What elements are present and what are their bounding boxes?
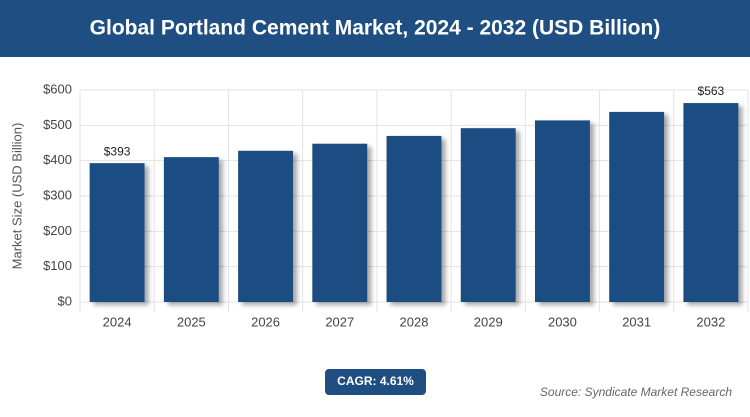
bar: [386, 135, 442, 302]
header-band: [0, 0, 750, 57]
x-tick-label: 2027: [325, 314, 354, 329]
x-tick-label: 2028: [400, 314, 429, 329]
bar: [163, 157, 219, 302]
y-tick-label: $100: [43, 258, 72, 273]
bar: [683, 103, 739, 302]
x-tick-label: 2032: [696, 314, 725, 329]
x-tick-label: 2026: [251, 314, 280, 329]
bar: [534, 120, 590, 303]
cagr-badge: [325, 369, 426, 395]
cagr-label: CAGR: 4.61%: [337, 374, 414, 388]
x-tick-label: 2031: [622, 314, 651, 329]
y-tick-label: $200: [43, 223, 72, 238]
x-tick-label: 2030: [548, 314, 577, 329]
x-tick-label: 2029: [474, 314, 503, 329]
y-tick-label: $0: [58, 293, 72, 308]
y-tick-label: $400: [43, 152, 72, 167]
source-note: Source: Syndicate Market Research: [540, 385, 732, 399]
x-tick-label: 2025: [177, 314, 206, 329]
y-tick-label: $300: [43, 187, 72, 202]
bar: [609, 111, 665, 302]
value-label: $393: [104, 144, 131, 158]
y-tick-label: $600: [43, 81, 72, 96]
bar: [89, 163, 145, 302]
y-axis-label: Market Size (USD Billion): [9, 123, 24, 270]
bar: [312, 143, 368, 302]
value-label: $563: [698, 84, 725, 98]
bar: [460, 128, 516, 302]
bar: [238, 150, 294, 302]
x-tick-label: 2024: [103, 314, 132, 329]
y-tick-label: $500: [43, 117, 72, 132]
chart-title: Global Portland Cement Market, 2024 - 20…: [90, 17, 661, 40]
